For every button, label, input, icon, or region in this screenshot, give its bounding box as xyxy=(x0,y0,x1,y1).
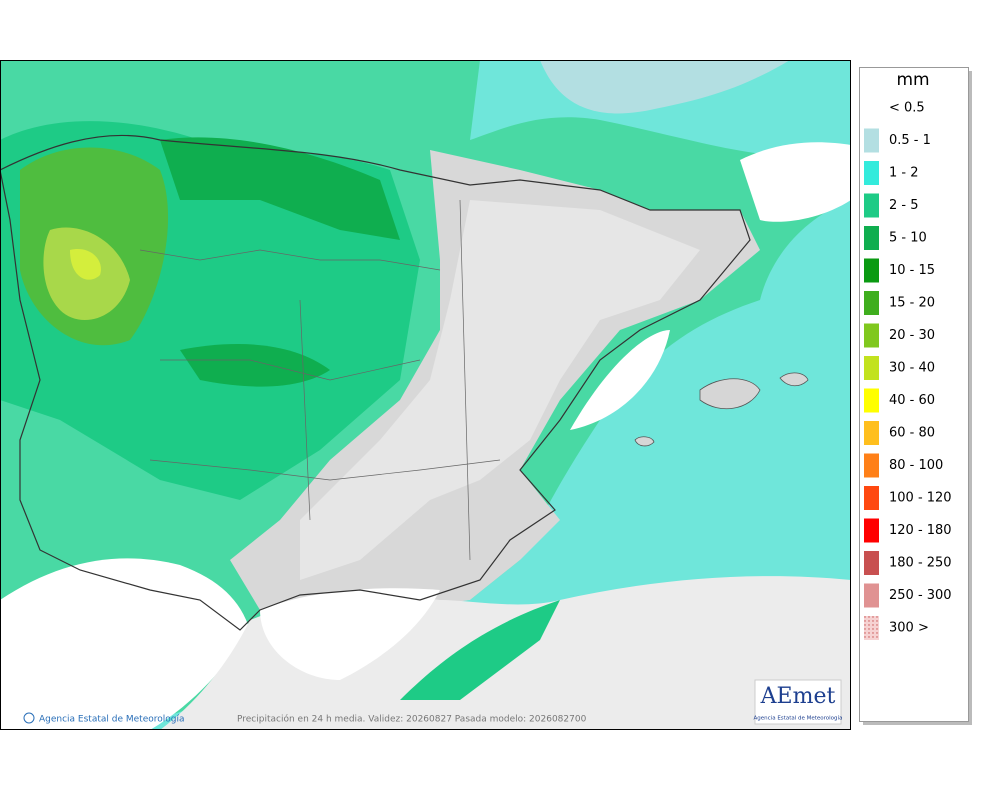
legend-label: 10 - 15 xyxy=(889,263,935,278)
legend-label: < 0.5 xyxy=(889,101,925,116)
legend-label: 60 - 80 xyxy=(889,426,935,441)
legend-swatch xyxy=(864,616,879,640)
legend-swatch xyxy=(864,583,879,608)
legend-title: mm xyxy=(896,70,929,90)
legend-label: 180 - 250 xyxy=(889,556,952,571)
legend-swatch xyxy=(864,226,879,250)
legend-label: 30 - 40 xyxy=(889,361,935,376)
legend-label: 120 - 180 xyxy=(889,523,952,538)
legend-label: 20 - 30 xyxy=(889,328,935,343)
map xyxy=(0,60,851,730)
legend-label: 100 - 120 xyxy=(889,491,952,506)
logo: AEmet xyxy=(760,684,836,709)
legend-swatch xyxy=(864,323,879,348)
copyright-icon xyxy=(23,712,35,724)
legend-label: 40 - 60 xyxy=(889,393,935,408)
legend-swatch xyxy=(864,453,879,478)
legend-label: 2 - 5 xyxy=(889,198,919,213)
legend-swatch xyxy=(864,291,879,315)
logo-box xyxy=(754,679,842,725)
legend-swatch xyxy=(864,518,879,543)
legend-label: 5 - 10 xyxy=(889,231,927,246)
legend-swatch xyxy=(864,193,879,218)
legend-swatch xyxy=(864,486,879,510)
legend-label: 1 - 2 xyxy=(889,166,919,181)
legend-swatch xyxy=(864,551,879,575)
map-frame xyxy=(0,60,851,730)
legend-swatch xyxy=(864,388,879,413)
logo-subtitle: Agencia Estatal de Meteorología xyxy=(754,715,843,722)
legend-swatch xyxy=(864,258,879,283)
legend-label: 0.5 - 1 xyxy=(889,133,931,148)
legend-label: 15 - 20 xyxy=(889,296,935,311)
footer-center: Precipitación en 24 h media. Validez: 20… xyxy=(237,714,587,725)
legend-swatch xyxy=(864,128,879,153)
legend-label: 80 - 100 xyxy=(889,458,943,473)
legend-label: 300 > xyxy=(889,621,929,636)
legend-swatch xyxy=(864,356,879,380)
legend-swatch xyxy=(864,161,879,185)
legend-swatch xyxy=(864,421,879,445)
legend-label: 250 - 300 xyxy=(889,588,952,603)
footer-left: Agencia Estatal de Meteorología xyxy=(39,715,185,725)
